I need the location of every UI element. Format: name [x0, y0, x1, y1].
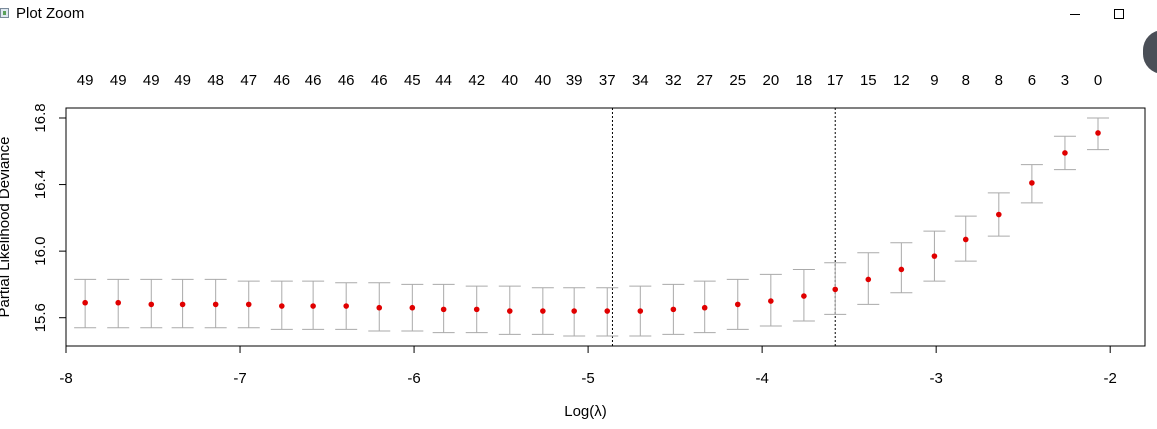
x-axis-label: Log(λ) [564, 403, 607, 420]
deviance-point [212, 301, 219, 308]
deviance-point [473, 306, 480, 313]
deviance-point [604, 308, 611, 314]
top-axis-label: 42 [468, 72, 485, 89]
top-axis-label: 40 [501, 72, 518, 89]
top-axis-label: 27 [696, 72, 713, 89]
deviance-point [376, 304, 383, 311]
top-axis-label: 46 [273, 72, 290, 89]
deviance-point [245, 301, 252, 308]
top-axis-label: 8 [995, 72, 1003, 89]
top-axis-label: 49 [174, 72, 191, 89]
minimize-icon[interactable] [1066, 4, 1086, 24]
y-axis-label: Partial Likelihood Deviance [0, 137, 13, 318]
top-axis-label: 12 [893, 72, 910, 89]
deviance-point [148, 301, 155, 308]
deviance-point [1029, 180, 1035, 186]
deviance-point [179, 301, 186, 308]
x-tick-label: -7 [233, 370, 246, 387]
deviance-point [670, 306, 677, 313]
deviance-point [768, 298, 774, 304]
deviance-point [310, 303, 316, 309]
y-tick-label: 16.4 [32, 170, 49, 199]
deviance-point [279, 303, 285, 309]
top-axis-label: 45 [404, 72, 421, 89]
top-axis-label: 3 [1061, 72, 1069, 89]
deviance-point [440, 306, 447, 313]
deviance-point [409, 304, 416, 311]
top-axis-label: 44 [435, 72, 452, 89]
app-icon [0, 8, 9, 18]
window-title: Plot Zoom [16, 5, 85, 22]
deviance-point [931, 253, 938, 259]
plot-area-frame [65, 107, 1146, 347]
top-axis-label: 0 [1094, 72, 1102, 89]
deviance-point [898, 266, 905, 273]
top-axis-label: 37 [599, 72, 616, 89]
deviance-point [1062, 150, 1068, 156]
top-axis-label: 9 [930, 72, 938, 89]
deviance-point [540, 308, 546, 314]
top-axis-label: 17 [827, 72, 844, 89]
deviance-point [637, 308, 644, 314]
y-tick-label: 16.8 [32, 103, 49, 132]
top-axis-label: 6 [1028, 72, 1036, 89]
x-tick-label: -6 [407, 370, 420, 387]
top-axis-label: 46 [371, 72, 388, 89]
y-tick-label: 16.0 [32, 237, 49, 266]
top-axis-label: 39 [566, 72, 583, 89]
x-tick-label: -5 [581, 370, 594, 387]
top-axis-label: 32 [665, 72, 682, 89]
deviance-point [701, 304, 708, 311]
deviance-point [832, 286, 839, 293]
deviance-point [801, 293, 807, 299]
top-axis-label: 46 [305, 72, 322, 89]
side-panel-tab[interactable] [1143, 30, 1157, 74]
deviance-point [82, 299, 88, 306]
x-tick-label: -3 [929, 370, 942, 387]
window-titlebar: Plot Zoom [0, 0, 1157, 30]
deviance-point [962, 236, 969, 243]
x-tick-label: -2 [1104, 370, 1117, 387]
top-axis-label: 48 [207, 72, 224, 89]
top-axis-label: 18 [796, 72, 813, 89]
top-axis-label: 25 [729, 72, 746, 89]
top-axis-label: 34 [632, 72, 649, 89]
top-axis-label: 40 [535, 72, 552, 89]
deviance-point [996, 211, 1002, 218]
top-axis-label: 47 [240, 72, 257, 89]
deviance-point [734, 301, 741, 308]
top-axis-label: 20 [762, 72, 779, 89]
deviance-point [571, 308, 577, 314]
top-axis-label: 49 [143, 72, 160, 89]
x-tick-label: -8 [59, 370, 72, 387]
top-axis-label: 15 [860, 72, 877, 89]
deviance-point [115, 299, 122, 306]
x-tick-label: -4 [755, 370, 768, 387]
deviance-point [506, 308, 513, 314]
top-axis-label: 46 [338, 72, 355, 89]
deviance-point [343, 303, 349, 309]
top-axis-label: 8 [962, 72, 970, 89]
deviance-point [865, 276, 872, 283]
top-axis-label: 49 [77, 72, 94, 89]
y-tick-label: 15.6 [32, 303, 49, 332]
top-axis-label: 49 [110, 72, 127, 89]
maximize-icon[interactable] [1110, 4, 1130, 24]
deviance-point [1095, 130, 1101, 136]
